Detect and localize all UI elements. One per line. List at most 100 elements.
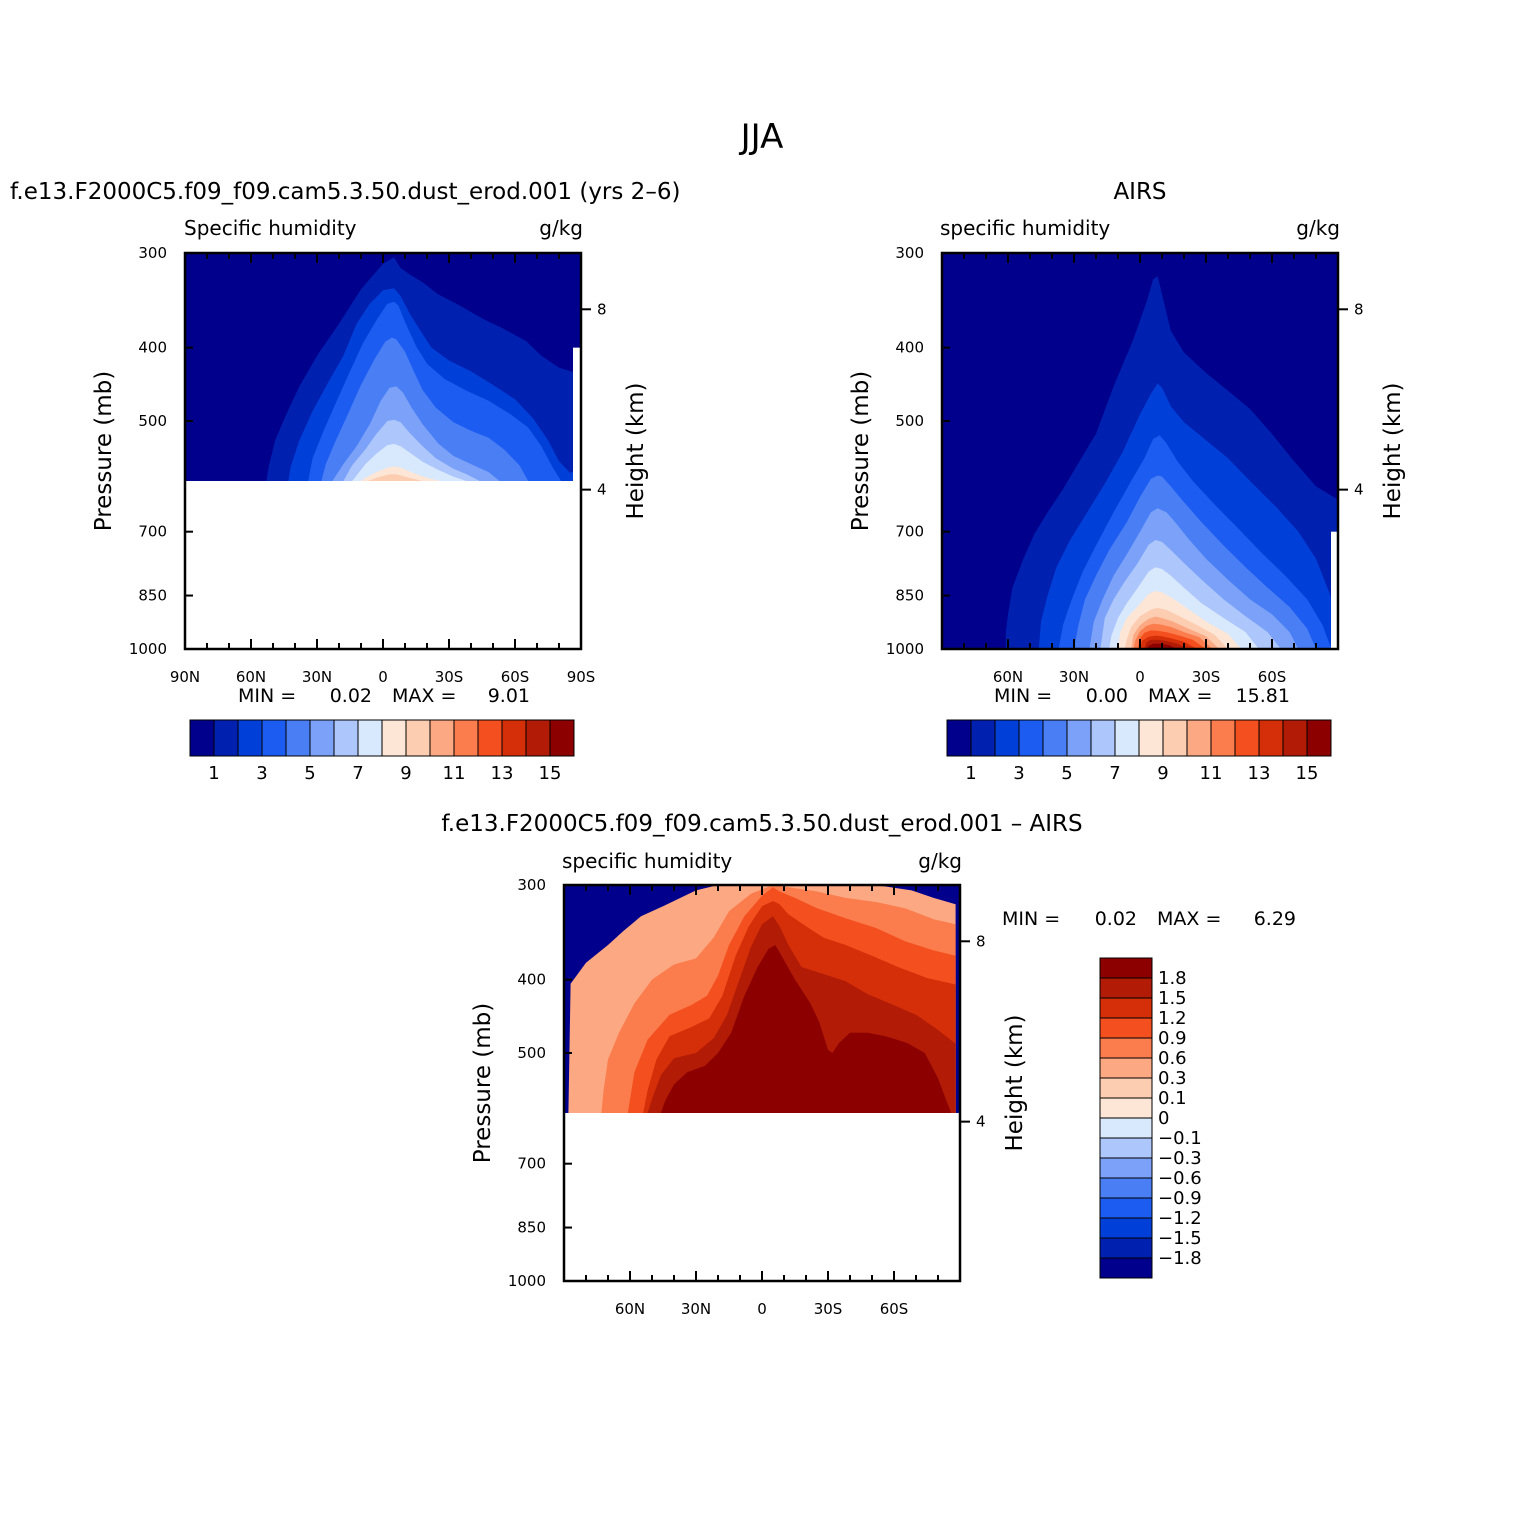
panel-airs-min-value: 0.00 — [1086, 685, 1128, 707]
colorbar-label: 9 — [400, 763, 411, 784]
colorbar-box — [549, 719, 575, 757]
y2-tick-label: 8 — [1354, 300, 1364, 318]
colorbar-box — [309, 719, 335, 757]
colorbar-label: −0.6 — [1158, 1168, 1202, 1189]
panel-model: f.e13.F2000C5.f09_f09.cam5.3.50.dust_ero… — [10, 179, 680, 784]
colorbar-box — [1099, 1257, 1153, 1279]
y-tick-label: 400 — [138, 339, 167, 357]
y-tick-label: 500 — [517, 1044, 546, 1062]
panel-airs-y2label: Height (km) — [1380, 382, 1406, 519]
colorbar-label: −0.3 — [1158, 1148, 1202, 1169]
y-tick-label: 400 — [517, 971, 546, 989]
colorbar-label: 1.8 — [1158, 968, 1187, 989]
colorbar-label: −1.2 — [1158, 1208, 1202, 1229]
colorbar-box — [189, 719, 215, 757]
colorbar-label: 1 — [208, 763, 219, 784]
colorbar-box — [1138, 719, 1164, 757]
panel-model-max-label: MAX = — [392, 685, 456, 707]
colorbar-box — [501, 719, 527, 757]
panel-model-plot — [185, 253, 581, 481]
colorbar-label: 1 — [965, 763, 976, 784]
y-tick-label: 1000 — [129, 640, 167, 658]
colorbar-box — [525, 719, 551, 757]
y-tick-label: 400 — [895, 339, 924, 357]
y-tick-label: 500 — [138, 412, 167, 430]
panel-diff-min-value: 0.02 — [1095, 908, 1137, 930]
y-tick-label: 850 — [517, 1219, 546, 1237]
colorbar-box — [333, 719, 359, 757]
panel-model-title: f.e13.F2000C5.f09_f09.cam5.3.50.dust_ero… — [10, 179, 680, 205]
panel-model-min-value: 0.02 — [330, 685, 372, 707]
colorbar-box — [1090, 719, 1116, 757]
panel-airs-ylabel: Pressure (mb) — [848, 371, 874, 531]
x-tick-label: 0 — [378, 668, 388, 686]
colorbar-label: 7 — [352, 763, 363, 784]
panel-diff-left-label: specific humidity — [562, 849, 732, 873]
y2-tick-label: 4 — [976, 1113, 986, 1131]
panel-diff-right-label: g/kg — [918, 849, 962, 873]
colorbar-label: 15 — [1296, 763, 1319, 784]
colorbar-box — [1099, 977, 1153, 999]
contour-level-9 — [367, 474, 423, 481]
colorbar-box — [1042, 719, 1068, 757]
colorbar-label: 0 — [1158, 1108, 1169, 1129]
colorbar-box — [1099, 1097, 1153, 1119]
colorbar-box — [1282, 719, 1308, 757]
y-tick-label: 700 — [895, 523, 924, 541]
panel-model-left-label: Specific humidity — [184, 216, 357, 240]
panel-airs-max-value: 15.81 — [1236, 685, 1290, 707]
panel-airs-right-label: g/kg — [1296, 216, 1340, 240]
y-tick-label: 300 — [138, 244, 167, 262]
colorbar-box — [970, 719, 996, 757]
x-tick-label: 60N — [615, 1300, 645, 1318]
colorbar-label: 11 — [1200, 763, 1223, 784]
panel-model-min-label: MIN = — [238, 685, 296, 707]
y-tick-label: 300 — [895, 244, 924, 262]
colorbar-box — [1099, 1237, 1153, 1259]
y-tick-label: 1000 — [508, 1272, 546, 1290]
colorbar-box — [405, 719, 431, 757]
panel-airs-colorbar: 1 3 5 7 9 11 13 15 — [946, 719, 1332, 784]
colorbar-box — [1099, 1177, 1153, 1199]
colorbar-label: −0.9 — [1158, 1188, 1202, 1209]
colorbar-label: 5 — [1061, 763, 1072, 784]
contour-level-15 — [660, 945, 952, 1113]
colorbar-box — [1099, 1157, 1153, 1179]
panel-diff-max-label: MAX = — [1157, 908, 1221, 930]
colorbar-label: 7 — [1109, 763, 1120, 784]
colorbar-box — [1099, 957, 1153, 979]
colorbar-box — [1018, 719, 1044, 757]
colorbar-box — [1099, 997, 1153, 1019]
colorbar-box — [1099, 1197, 1153, 1219]
panel-model-colorbar: 1 3 5 7 9 11 13 15 — [189, 719, 575, 784]
colorbar-box — [1099, 1117, 1153, 1139]
x-tick-label: 90N — [170, 668, 200, 686]
missing-data-strip — [1331, 531, 1338, 649]
colorbar-box — [1099, 1017, 1153, 1039]
panel-diff-y2label: Height (km) — [1002, 1014, 1028, 1151]
y-tick-label: 700 — [517, 1155, 546, 1173]
panel-airs-max-label: MAX = — [1148, 685, 1212, 707]
y-tick-label: 300 — [517, 876, 546, 894]
colorbar-box — [1099, 1077, 1153, 1099]
x-tick-label: 60S — [501, 668, 530, 686]
y-tick-label: 850 — [895, 587, 924, 605]
panel-airs-left-label: specific humidity — [940, 216, 1110, 240]
colorbar-box — [1066, 719, 1092, 757]
colorbar-box — [285, 719, 311, 757]
colorbar-label: 15 — [539, 763, 562, 784]
colorbar-label: −0.1 — [1158, 1128, 1202, 1149]
x-tick-label: 30N — [302, 668, 332, 686]
panel-airs: AIRS specific humidity g/kg Pressure (mb… — [848, 179, 1406, 784]
colorbar-box — [477, 719, 503, 757]
panel-airs-min-label: MIN = — [994, 685, 1052, 707]
x-tick-label: 30N — [681, 1300, 711, 1318]
panel-model-max-value: 9.01 — [488, 685, 530, 707]
colorbar-label: 9 — [1157, 763, 1168, 784]
colorbar-box — [213, 719, 239, 757]
y2-tick-label: 8 — [597, 300, 607, 318]
colorbar-box — [1099, 1037, 1153, 1059]
x-tick-label: 0 — [1135, 668, 1145, 686]
y-tick-label: 1000 — [886, 640, 924, 658]
